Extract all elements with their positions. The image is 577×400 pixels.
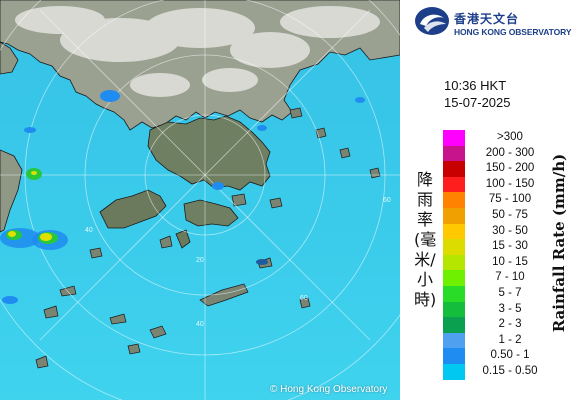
legend-label: 1 - 2: [498, 333, 522, 346]
lantau-island: [99, 189, 167, 229]
rain-echoes: [0, 90, 365, 304]
legend-swatch: [443, 223, 465, 240]
legend-label: 2 - 3: [498, 318, 522, 331]
ring-label-20-south: 20: [196, 257, 204, 264]
legend-label: 50 - 75: [492, 208, 528, 221]
hko-logo[interactable]: 香港天文台 HONG KONG OBSERVATORY: [414, 6, 574, 40]
legend-title-english: Rainfall Rate (mm/h): [550, 153, 568, 333]
legend-swatch: [443, 301, 465, 318]
ring-label-60-south: 60: [300, 295, 308, 302]
legend-swatch: [443, 192, 465, 208]
legend-swatch: [443, 254, 465, 271]
legend-swatch: [443, 161, 465, 177]
legend-swatch: [443, 145, 465, 162]
legend-swatch: [443, 130, 465, 146]
legend-title-chinese: 降雨率(毫米/小時): [414, 170, 437, 309]
ring-label-40-west: 40: [85, 227, 93, 234]
ring-label-60-east: 60: [383, 197, 391, 204]
legend-label: 10 - 15: [492, 255, 528, 268]
legend-label: 3 - 5: [498, 302, 522, 315]
legend-label: 150 - 200: [485, 162, 535, 175]
legend-swatch: [443, 348, 465, 364]
west-island: [0, 41, 19, 75]
west-landmass: [0, 149, 23, 233]
legend-swatch: [443, 285, 465, 302]
legend-swatch: [443, 332, 465, 349]
copyright-notice: © Hong Kong Observatory: [270, 384, 388, 395]
legend-swatch: [443, 239, 465, 255]
radar-map[interactable]: 60 60 40 40 20 © Hong Kong Observatory: [0, 0, 400, 400]
legend-label: 200 - 300: [485, 146, 535, 159]
info-panel: 香港天文台 HONG KONG OBSERVATORY 10:36 HKT 15…: [400, 0, 577, 400]
radar-map-canvas: 60 60 40 40 20: [0, 0, 400, 400]
legend-label: 0.50 - 1: [490, 349, 530, 362]
range-rings: [0, 0, 400, 400]
legend-label: 7 - 10: [495, 271, 525, 284]
hko-logo-icon: [415, 7, 449, 35]
legend-label: 15 - 30: [492, 240, 528, 253]
legend-label: 0.15 - 0.50: [482, 364, 538, 377]
legend-swatch: [443, 363, 465, 380]
legend-label: 30 - 50: [492, 224, 528, 237]
legend-swatch: [443, 207, 465, 224]
cloud-texture: [15, 6, 380, 97]
ring-label-40-south: 40: [196, 321, 204, 328]
logo-chinese-name: 香港天文台: [454, 12, 520, 26]
outlying-islands: [35, 107, 381, 369]
legend-labels: >300 200 - 300 150 - 200 100 - 150 75 - 100 5…: [470, 130, 550, 380]
legend-swatch: [443, 317, 465, 333]
timestamp-date: 15-07-2025: [444, 95, 511, 110]
legend-color-bar: [443, 130, 465, 380]
lamma-island: [175, 229, 191, 249]
legend-label: 75 - 100: [488, 193, 532, 206]
legend-label: 100 - 150: [485, 177, 535, 190]
legend-swatch: [443, 176, 465, 193]
timestamp-time: 10:36 HKT: [444, 78, 507, 93]
legend-label: >300: [497, 131, 523, 143]
legend-label: 5 - 7: [498, 286, 522, 299]
logo-english-name: HONG KONG OBSERVATORY: [454, 27, 572, 37]
hong-kong-island: [183, 199, 239, 227]
legend-swatch: [443, 270, 465, 286]
